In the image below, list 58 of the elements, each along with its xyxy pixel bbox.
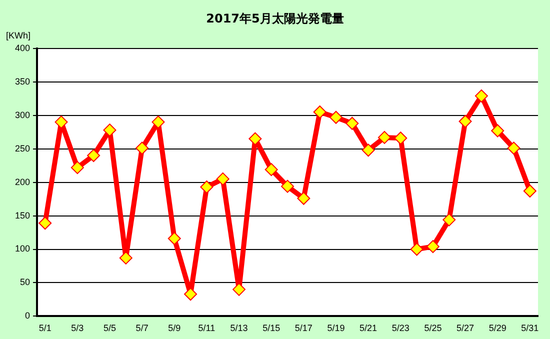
point [410,242,424,256]
y-axis-title: [KWh] [6,30,31,40]
x-tick-label: 5/31 [521,323,539,334]
y-tick-label: 50 [20,277,30,288]
point [491,124,504,138]
point [346,116,359,130]
point [394,132,408,145]
point [362,144,375,157]
y-tick-label: 200 [14,176,30,187]
point [458,114,472,128]
point [136,142,149,155]
x-tick-label: 5/25 [424,323,442,334]
point [152,116,165,129]
point [442,213,456,226]
point [297,192,310,205]
x-tick-label: 5/17 [294,323,312,334]
point [523,184,536,198]
x-tick-label: 5/23 [392,323,410,334]
point [232,282,246,296]
x-tick-label: 5/1 [38,323,52,334]
point [507,142,520,155]
y-tick-label: 150 [14,210,30,220]
x-tick-label: 5/11 [198,323,216,334]
x-tick-label: 5/7 [136,323,148,334]
y-tick-label: 350 [14,76,30,86]
y-tick-label: 300 [14,110,30,120]
point [38,216,52,230]
point [54,116,68,129]
x-tick-label: 5/29 [488,323,506,334]
x-tick-label: 5/15 [262,323,280,334]
point [119,251,132,264]
point [281,180,294,193]
point [248,132,262,146]
x-tick-label: 5/5 [103,323,116,334]
point [313,106,326,119]
x-tick-label: 5/9 [168,323,181,334]
point [87,149,100,162]
point [329,110,342,124]
point [184,288,198,301]
point [200,180,214,194]
point [103,124,116,137]
point [426,240,440,254]
y-tick-label: 0 [25,310,30,321]
chart-title: 2017年5月太陽光発電量 [206,11,344,26]
x-tick-label: 5/21 [360,323,378,334]
x-tick-label: 5/27 [456,323,474,334]
point [70,161,84,174]
y-tick-label: 250 [14,143,30,154]
point [264,163,278,176]
y-tick-label: 400 [14,42,30,53]
point [474,89,488,102]
point [216,172,230,186]
y-tick-label: 100 [14,244,30,254]
point [378,130,391,144]
point [168,232,181,246]
x-tick-label: 5/3 [71,323,84,334]
x-tick-label: 5/19 [327,323,345,334]
x-tick-label: 5/13 [230,323,248,334]
